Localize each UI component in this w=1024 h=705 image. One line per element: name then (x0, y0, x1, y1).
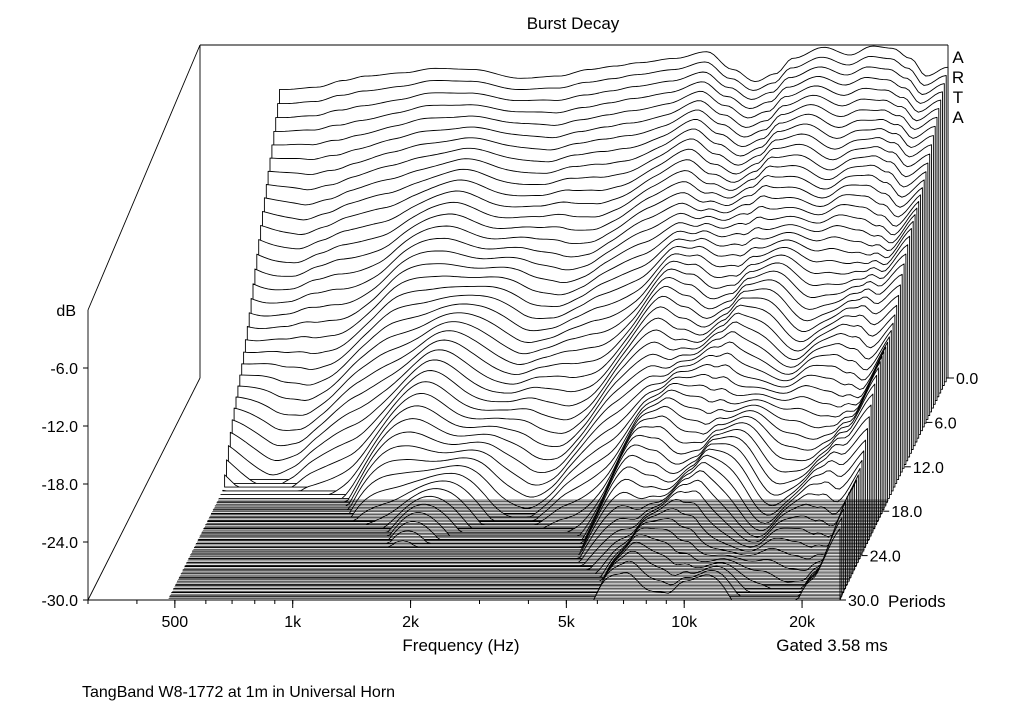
y-tick-label: -18.0 (42, 477, 79, 494)
y-tick-label: -6.0 (50, 361, 78, 378)
watermark-letter: T (953, 88, 963, 107)
z-tick-label: 0.0 (956, 371, 978, 388)
watermark-letter: R (952, 68, 964, 87)
z-tick-label: 12.0 (913, 460, 944, 477)
y-axis-ticks: -6.0 -12.0 -18.0 -24.0 -30.0 (42, 361, 88, 610)
watermark-letter: A (952, 108, 964, 127)
y-tick-label: -24.0 (42, 535, 79, 552)
z-tick-label: 30.0 (848, 593, 879, 610)
waterfall-traces (167, 45, 949, 601)
y-tick-label: -12.0 (42, 419, 79, 436)
frame-diag-top (87, 44, 201, 311)
x-tick-label: 2k (402, 614, 420, 631)
z-tick-label: 24.0 (870, 549, 901, 566)
x-tick-label: 20k (789, 614, 816, 631)
x-tick-label: 1k (284, 614, 302, 631)
x-tick-label: 10k (671, 614, 698, 631)
chart-title: Burst Decay (527, 14, 620, 33)
watermark-letter: A (952, 48, 964, 67)
z-tick-label: 6.0 (934, 415, 956, 432)
z-axis-ticks: 0.0 6.0 12.0 18.0 24.0 30.0 (840, 371, 978, 610)
z-tick-label: 18.0 (891, 504, 922, 521)
frame-base-diag-left (87, 377, 201, 601)
y-axis-label: dB (56, 303, 76, 320)
gating-note: Gated 3.58 ms (776, 636, 888, 655)
x-axis-ticks: 500 1k 2k 5k 10k 20k (87, 600, 816, 631)
caption: TangBand W8-1772 at 1m in Universal Horn (82, 684, 395, 701)
decay-slice (169, 517, 843, 597)
floor-lines (167, 499, 889, 601)
x-axis-label: Frequency (Hz) (402, 636, 519, 655)
z-axis-label: Periods (888, 592, 946, 611)
x-tick-label: 500 (162, 614, 189, 631)
x-tick-label: 5k (558, 614, 576, 631)
y-tick-label: -30.0 (42, 593, 79, 610)
